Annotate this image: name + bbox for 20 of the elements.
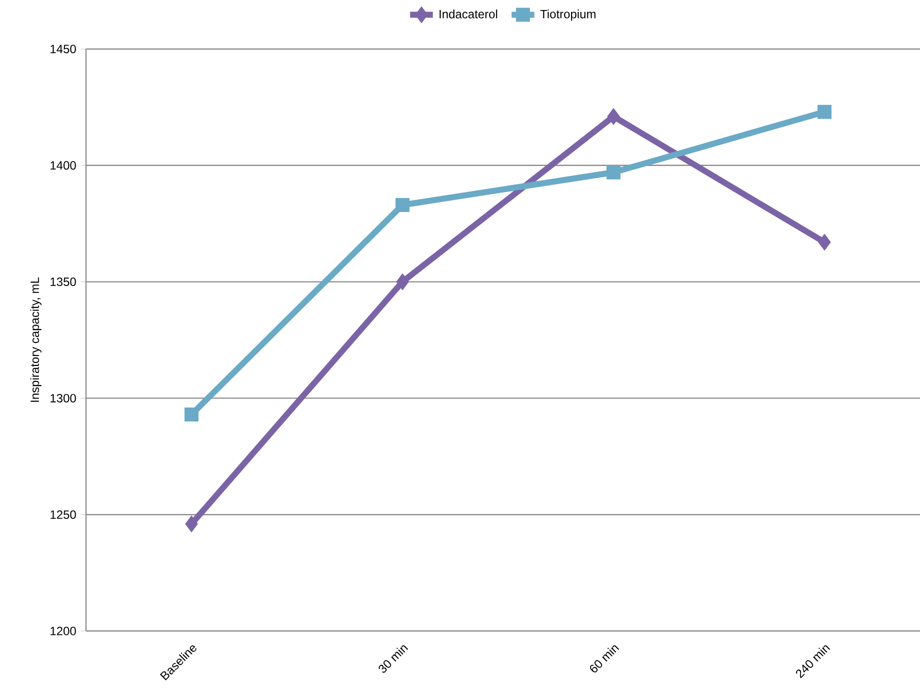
y-tick-label: 1400 bbox=[50, 161, 76, 170]
y-tick-label: 1350 bbox=[50, 278, 76, 286]
point bbox=[818, 234, 831, 251]
point bbox=[185, 516, 198, 532]
y-tick-label: 1450 bbox=[50, 44, 76, 54]
y-axis-title: Inspiratory capacity, mL bbox=[30, 278, 42, 402]
x-tick-label: 60 min bbox=[590, 645, 620, 672]
point bbox=[396, 273, 409, 290]
x-tick-label: 240 min bbox=[796, 645, 830, 678]
point bbox=[818, 104, 832, 119]
legend-label: Indacaterol bbox=[440, 10, 498, 18]
point bbox=[606, 165, 621, 180]
y-tick-label: 1300 bbox=[50, 394, 76, 402]
x-tick-label: 30 min bbox=[378, 645, 408, 673]
legend-label: Tiotropium bbox=[540, 10, 596, 21]
y-tick-label: 1200 bbox=[50, 626, 76, 636]
point bbox=[184, 407, 199, 422]
point bbox=[607, 108, 620, 125]
y-tick-label: 1250 bbox=[50, 510, 76, 519]
point bbox=[396, 198, 410, 212]
